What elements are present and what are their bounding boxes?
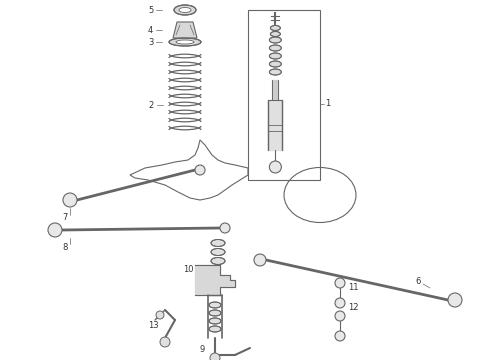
Circle shape [160, 337, 170, 347]
Circle shape [254, 254, 266, 266]
Ellipse shape [270, 37, 281, 43]
Text: 3: 3 [148, 37, 153, 46]
Ellipse shape [270, 26, 280, 31]
Ellipse shape [176, 40, 194, 44]
Text: 7: 7 [62, 212, 68, 221]
Circle shape [220, 223, 230, 233]
Circle shape [335, 278, 345, 288]
Text: 9: 9 [200, 346, 205, 355]
Text: 6: 6 [415, 278, 420, 287]
Text: 11: 11 [348, 284, 359, 292]
Ellipse shape [209, 302, 221, 308]
Circle shape [195, 165, 205, 175]
Bar [248, 10, 320, 180]
Circle shape [270, 161, 281, 173]
Ellipse shape [209, 318, 221, 324]
Ellipse shape [270, 69, 281, 75]
Text: 12: 12 [348, 303, 359, 312]
Polygon shape [195, 265, 235, 295]
Ellipse shape [209, 326, 221, 332]
Text: 1: 1 [325, 99, 330, 108]
Text: 10: 10 [183, 266, 194, 274]
Ellipse shape [270, 45, 281, 51]
Circle shape [448, 293, 462, 307]
Ellipse shape [211, 248, 225, 256]
Ellipse shape [211, 257, 225, 265]
Circle shape [210, 353, 220, 360]
Ellipse shape [270, 53, 281, 59]
Ellipse shape [270, 32, 280, 36]
Text: 13: 13 [148, 320, 159, 329]
Ellipse shape [174, 5, 196, 15]
Text: 2: 2 [148, 100, 153, 109]
Ellipse shape [169, 38, 201, 46]
Circle shape [335, 298, 345, 308]
Circle shape [156, 311, 164, 319]
Text: 8: 8 [62, 243, 68, 252]
Circle shape [63, 193, 77, 207]
Polygon shape [173, 22, 197, 38]
Circle shape [335, 311, 345, 321]
Circle shape [48, 223, 62, 237]
Ellipse shape [209, 310, 221, 316]
Ellipse shape [211, 239, 225, 247]
Text: 4: 4 [148, 26, 153, 35]
Text: 5: 5 [148, 5, 153, 14]
Circle shape [335, 331, 345, 341]
Ellipse shape [270, 61, 281, 67]
Ellipse shape [179, 8, 191, 13]
